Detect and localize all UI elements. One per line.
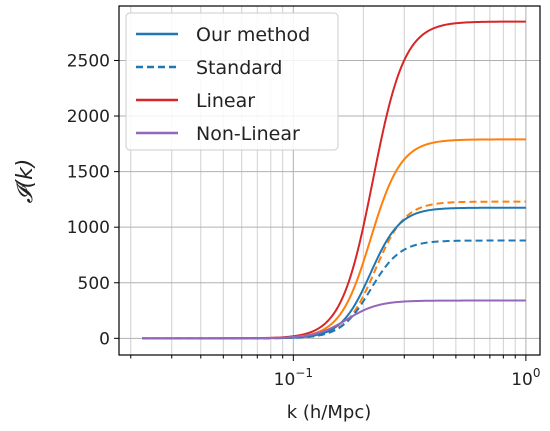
series-line-3 bbox=[142, 200, 526, 340]
legend-entry-label: Linear bbox=[196, 90, 255, 112]
legend-entry-label: Our method bbox=[196, 24, 310, 46]
legend-box bbox=[125, 12, 339, 151]
series-line-6 bbox=[142, 299, 526, 340]
y-ticks: 0 500 1000 1500 2000 2500 bbox=[67, 51, 119, 349]
legend-entry-label: Standard bbox=[196, 57, 282, 79]
x-ticks: 10−1 100 bbox=[130, 355, 541, 390]
y-tick-label: 1500 bbox=[67, 163, 110, 183]
curves bbox=[142, 20, 526, 340]
x-tick-label: 10−1 bbox=[274, 366, 313, 390]
y-tick-label: 500 bbox=[78, 274, 110, 294]
plot-frame bbox=[118, 5, 541, 356]
y-tick-label: 0 bbox=[99, 329, 110, 349]
y-tick-label: 2000 bbox=[67, 107, 110, 127]
series-line-2 bbox=[142, 138, 526, 340]
y-axis-label: 𝓘(k) bbox=[13, 159, 38, 204]
x-axis-label: k (h/Mpc) bbox=[287, 402, 372, 423]
legend-entry-label: Non-Linear bbox=[196, 123, 300, 145]
y-tick-label: 1000 bbox=[67, 218, 110, 238]
x-tick-label: 100 bbox=[511, 366, 540, 390]
legend: Our method Standard Linear Non-Linear bbox=[125, 12, 339, 151]
series-line-5 bbox=[142, 239, 526, 340]
y-tick-label: 2500 bbox=[67, 51, 110, 71]
